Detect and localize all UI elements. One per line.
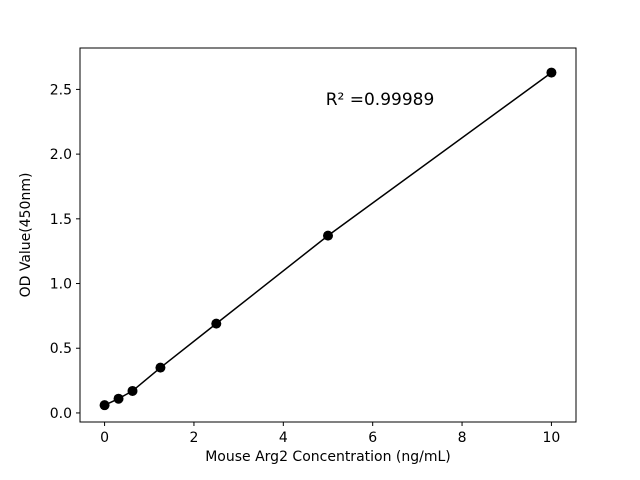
data-point: [211, 318, 222, 329]
y-tick-label: 0.0: [50, 406, 72, 422]
y-tick-label: 2.5: [50, 82, 72, 98]
y-axis-label: OD Value(450nm): [18, 173, 34, 298]
x-tick-label: 10: [543, 430, 561, 446]
chart-plot: 0 2 4 6 8 10 0.0 0.5 1.0 1.5 2.0 2.5: [50, 47, 577, 446]
y-tick-label: 2.0: [50, 147, 72, 163]
y-tick-label: 1.0: [50, 277, 72, 293]
plot-border: [79, 47, 577, 423]
data-point: [546, 67, 557, 78]
x-tick-label: 6: [368, 430, 377, 446]
y-tick-label: 0.5: [50, 341, 72, 357]
data-point: [113, 393, 124, 404]
data-point: [99, 400, 110, 411]
x-tick-label: 0: [100, 430, 109, 446]
data-point: [323, 230, 333, 241]
x-tick-label: 8: [458, 430, 467, 446]
x-tick-label: 2: [189, 430, 198, 446]
r-squared-annotation: R² =0.99989: [326, 90, 435, 110]
data-point: [127, 385, 138, 396]
x-tick-label: 4: [279, 430, 288, 446]
y-tick-label: 1.5: [50, 212, 72, 228]
x-axis-label: Mouse Arg2 Concentration (ng/mL): [205, 449, 451, 465]
data-point: [155, 362, 166, 373]
